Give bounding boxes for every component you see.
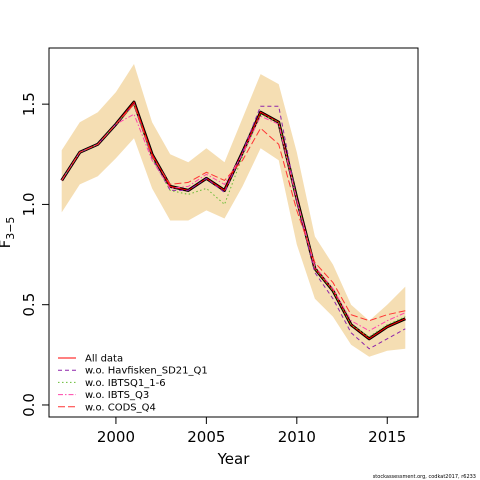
legend-label: w.o. CODS_Q4 [85,402,156,413]
footer-credit: stockassessment.org, codkat2017, r6233 [373,474,476,480]
x-tick-label: 2015 [368,428,406,446]
x-tick-label: 2000 [97,428,135,446]
confidence-band-layer [61,64,406,357]
plot-frame [48,47,419,418]
legend-label: w.o. IBTSQ1_1-6 [85,378,166,389]
legend-label: w.o. Havfisken_SD21_Q1 [85,366,208,377]
y-tick-label: 0.0 [20,393,38,417]
svg-text:F3−5: F3−5 [0,217,17,249]
y-tick-label: 1.5 [20,92,38,116]
y-axis-title-main: F [0,240,14,249]
y-tick-label: 1.0 [20,192,38,216]
y-axis-title: F3−5 [0,217,17,249]
legend-label: All data [85,354,123,365]
series-line-4 [61,113,406,332]
series-lines-layer [60,100,406,350]
axes-layer: 2000 2005 2010 2015 0.0 0.5 1.0 1.5 [20,92,406,446]
legend-label: w.o. IBTS_Q3 [85,390,149,401]
series-line-5 [61,103,406,322]
x-tick-label: 2005 [187,428,225,446]
x-axis-title: Year [217,450,251,468]
y-axis-title-subscript: 3−5 [4,217,17,240]
y-tick-label: 0.5 [20,293,38,317]
confidence-band [61,64,406,357]
x-tick-label: 2010 [278,428,316,446]
